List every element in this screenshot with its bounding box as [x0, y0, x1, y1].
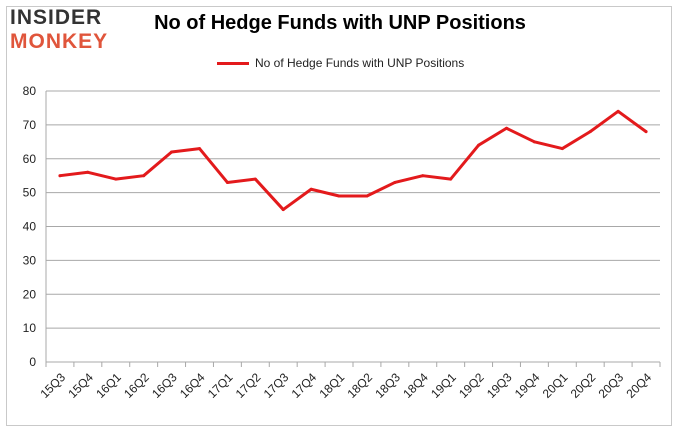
data-point-15Q3 [58, 174, 62, 178]
data-point-16Q2 [142, 174, 146, 178]
data-point-19Q4 [532, 140, 536, 144]
data-point-20Q4 [644, 130, 648, 134]
data-point-18Q2 [365, 194, 369, 198]
data-point-20Q3 [616, 109, 620, 113]
y-tick-label-60: 60 [23, 152, 37, 166]
data-point-19Q3 [505, 126, 508, 130]
data-point-17Q1 [225, 180, 229, 184]
x-tick-label-18Q3: 18Q3 [372, 370, 403, 401]
chart-frame [6, 6, 672, 426]
y-tick-label-80: 80 [23, 84, 37, 98]
chart-legend: No of Hedge Funds with UNP Positions [217, 55, 464, 71]
x-tick-label-15Q4: 15Q4 [65, 370, 96, 401]
x-tick-label-19Q1: 19Q1 [428, 370, 459, 401]
y-tick-label-0: 0 [29, 355, 36, 369]
x-tick-label-16Q3: 16Q3 [149, 370, 180, 401]
x-tick-label-17Q2: 17Q2 [233, 370, 264, 401]
x-tick-label-16Q1: 16Q1 [93, 370, 124, 401]
data-point-20Q2 [588, 130, 592, 134]
data-point-18Q4 [421, 174, 425, 178]
y-tick-label-50: 50 [23, 186, 37, 200]
x-tick-label-15Q3: 15Q3 [37, 370, 68, 401]
chart-title: No of Hedge Funds with UNP Positions [154, 12, 526, 34]
x-tick-label-20Q1: 20Q1 [540, 370, 571, 401]
x-tick-label-19Q3: 19Q3 [484, 370, 515, 401]
x-tick-label-20Q2: 20Q2 [568, 370, 599, 401]
data-point-16Q3 [170, 150, 174, 154]
x-tick-label-18Q1: 18Q1 [317, 370, 348, 401]
data-point-18Q1 [337, 194, 341, 198]
data-point-16Q4 [198, 147, 201, 151]
y-tick-label-10: 10 [23, 321, 37, 335]
logo-line-2: MONKEY [10, 30, 109, 53]
data-point-17Q4 [309, 187, 313, 191]
x-tick-label-18Q4: 18Q4 [400, 370, 431, 401]
x-tick-label-17Q1: 17Q1 [205, 370, 236, 401]
data-point-19Q1 [449, 177, 453, 181]
x-tick-label-17Q4: 17Q4 [289, 370, 320, 401]
y-tick-label-30: 30 [23, 253, 37, 267]
data-point-15Q4 [86, 170, 90, 174]
data-point-17Q2 [253, 177, 257, 181]
series-line-0 [58, 109, 648, 212]
data-point-18Q3 [393, 180, 397, 184]
x-tick-label-17Q3: 17Q3 [261, 370, 292, 401]
data-point-20Q1 [560, 147, 564, 151]
x-tick-label-18Q2: 18Q2 [344, 370, 375, 401]
x-tick-label-16Q2: 16Q2 [121, 370, 152, 401]
x-tick-label-19Q4: 19Q4 [512, 370, 543, 401]
data-point-19Q2 [477, 143, 481, 147]
x-tick-label-20Q4: 20Q4 [624, 370, 655, 401]
y-tick-label-20: 20 [23, 287, 37, 301]
x-tick-label-19Q2: 19Q2 [456, 370, 487, 401]
data-point-16Q1 [114, 177, 118, 181]
legend-swatch [217, 61, 249, 65]
y-tick-label-40: 40 [23, 220, 37, 234]
x-tick-label-16Q4: 16Q4 [177, 370, 208, 401]
data-point-17Q3 [281, 208, 285, 212]
x-tick-label-20Q3: 20Q3 [596, 370, 627, 401]
y-tick-label-70: 70 [23, 118, 37, 132]
insider-monkey-logo: INSIDER MONKEY [10, 6, 130, 58]
legend-label: No of Hedge Funds with UNP Positions [255, 56, 465, 70]
logo-line-1: INSIDER [10, 6, 103, 29]
